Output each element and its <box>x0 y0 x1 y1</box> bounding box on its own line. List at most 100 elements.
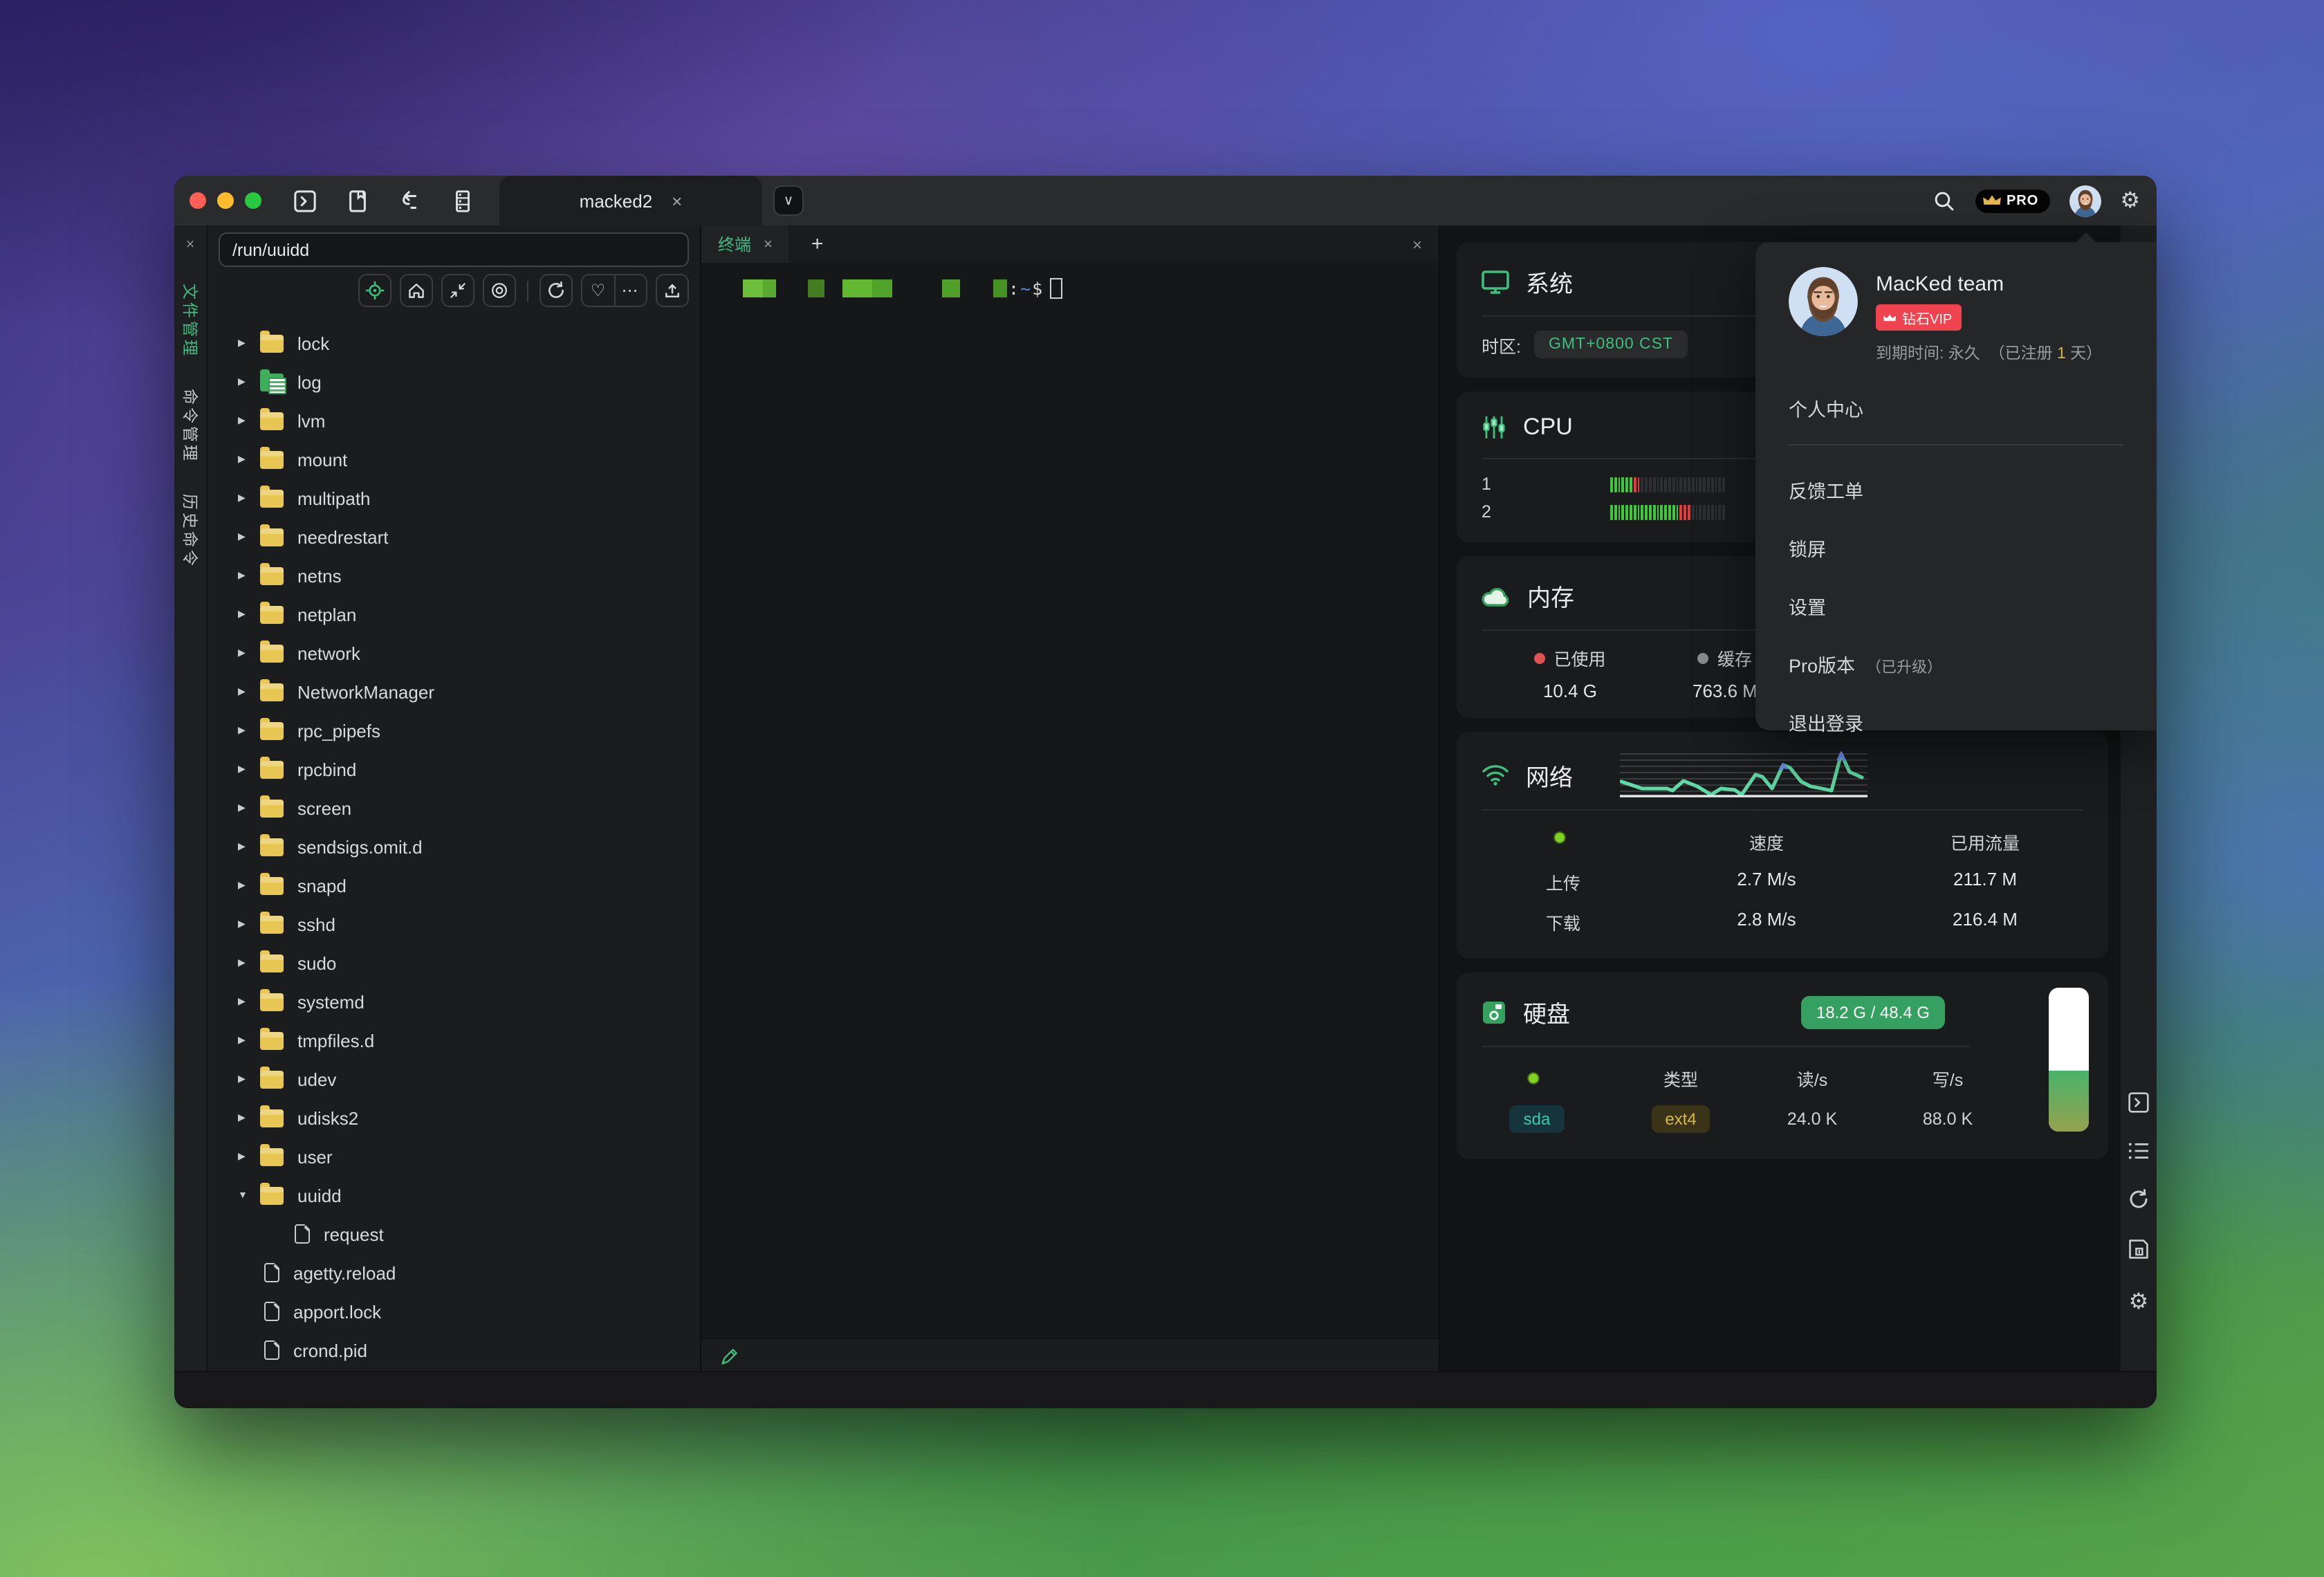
tree-row[interactable]: ▼ uuidd <box>208 1176 700 1215</box>
tree-row[interactable]: crond.pid <box>208 1331 700 1370</box>
cpu-core-meter <box>1610 477 1725 492</box>
tree-row[interactable]: ▶ systemd <box>208 982 700 1021</box>
caret-right-icon[interactable]: ▶ <box>238 804 246 813</box>
caret-right-icon[interactable]: ▶ <box>238 455 246 465</box>
terminal-tab-close-icon[interactable]: × <box>764 236 773 252</box>
caret-right-icon[interactable]: ▶ <box>238 571 246 581</box>
caret-right-icon[interactable]: ▶ <box>238 765 246 775</box>
caret-right-icon[interactable]: ▶ <box>238 726 246 736</box>
sidebar-tab-file-manager[interactable]: 文件管理 <box>181 284 197 358</box>
upload-button[interactable] <box>656 274 689 307</box>
flow-tree-icon[interactable] <box>391 183 427 219</box>
locate-button[interactable] <box>358 274 391 307</box>
caret-right-icon[interactable]: ▶ <box>238 533 246 542</box>
new-terminal-tab-button[interactable]: + <box>811 232 824 256</box>
refresh-button[interactable] <box>540 274 573 307</box>
user-avatar[interactable] <box>2069 185 2101 216</box>
tree-row[interactable]: ▶ NetworkManager <box>208 672 700 711</box>
tree-row[interactable]: ▶ snapd <box>208 866 700 905</box>
caret-right-icon[interactable]: ▶ <box>238 688 246 697</box>
menu-items: 反馈工单 锁屏 设置 <box>1789 476 2157 620</box>
disk-name-pill[interactable]: sda <box>1509 1105 1565 1133</box>
task-list-icon[interactable] <box>2128 1141 2150 1161</box>
caret-right-icon[interactable]: ▶ <box>238 997 246 1007</box>
caret-right-icon[interactable]: ▶ <box>238 610 246 620</box>
download-total-value: 216.4 M <box>1953 909 2018 930</box>
caret-right-icon[interactable]: ▶ <box>238 1152 246 1162</box>
tree-row[interactable]: ▶ log <box>208 362 700 401</box>
settings-gear-icon[interactable]: ⚙ <box>2128 1291 2149 1314</box>
tree-row[interactable]: ▶ netns <box>208 556 700 595</box>
close-window-button[interactable] <box>190 192 206 209</box>
caret-right-icon[interactable]: ▶ <box>238 1036 246 1046</box>
sidebar-tab-command-manager[interactable]: 命令管理 <box>181 389 197 463</box>
session-tab-close-icon[interactable]: × <box>672 190 683 211</box>
menu-item[interactable]: 反馈工单 <box>1789 481 1863 502</box>
tree-row[interactable]: ▶ sudo <box>208 943 700 982</box>
caret-right-icon[interactable]: ▶ <box>238 378 246 387</box>
tree-row[interactable]: ▶ rpc_pipefs <box>208 711 700 750</box>
menu-item[interactable]: 设置 <box>1789 598 1826 618</box>
user-name: MacKed team <box>1876 273 2004 296</box>
search-icon[interactable] <box>1933 189 1957 212</box>
caret-right-icon[interactable]: ▶ <box>238 881 246 891</box>
refresh-monitor-icon[interactable] <box>2128 1188 2150 1210</box>
pro-badge[interactable]: PRO <box>1975 189 2050 212</box>
tree-row[interactable]: ▶ udev <box>208 1060 700 1098</box>
hidden-files-button[interactable] <box>483 274 516 307</box>
server-rack-icon[interactable] <box>444 183 480 219</box>
menu-item-logout[interactable]: 退出登录 <box>1789 714 1863 735</box>
caret-right-icon[interactable]: ▶ <box>238 1114 246 1123</box>
tree-row[interactable]: ▶ sendsigs.omit.d <box>208 827 700 866</box>
tree-row[interactable]: ▶ lock <box>208 324 700 362</box>
tree-row[interactable]: request <box>208 1215 700 1253</box>
caret-right-icon[interactable]: ▶ <box>238 649 246 658</box>
tree-row[interactable]: ▶ lvm <box>208 401 700 440</box>
more-options-icon[interactable]: ⋯ <box>614 275 646 306</box>
tree-row[interactable]: ▶ needrestart <box>208 517 700 556</box>
new-terminal-icon[interactable] <box>286 183 322 219</box>
menu-item[interactable]: 锁屏 <box>1789 540 1826 560</box>
minimize-window-button[interactable] <box>217 192 234 209</box>
settings-gear-icon[interactable]: ⚙ <box>2120 190 2140 213</box>
tree-row[interactable]: ▶ tmpfiles.d <box>208 1021 700 1060</box>
tree-row[interactable]: apport.lock <box>208 1292 700 1331</box>
menu-item-pro[interactable]: Pro版本 （已升级） <box>1789 650 2157 678</box>
collapse-button[interactable] <box>441 274 474 307</box>
panel-close-icon[interactable]: × <box>185 237 195 253</box>
caret-right-icon[interactable]: ▶ <box>238 416 246 426</box>
tree-row[interactable]: ▶ netplan <box>208 595 700 634</box>
tree-row[interactable]: ▶ network <box>208 634 700 672</box>
tree-row[interactable]: ▶ user <box>208 1137 700 1176</box>
home-button[interactable] <box>400 274 433 307</box>
caret-right-icon[interactable]: ▶ <box>238 842 246 852</box>
terminal-screen[interactable]: : ~ $ <box>701 263 1439 1338</box>
tree-row[interactable]: ▶ multipath <box>208 479 700 517</box>
path-input[interactable] <box>219 232 689 267</box>
caret-right-icon[interactable]: ▶ <box>238 339 246 349</box>
session-tab[interactable]: macked2 × <box>499 176 762 225</box>
menu-item-profile[interactable]: 个人中心 <box>1789 400 1863 421</box>
caret-right-icon[interactable]: ▶ <box>238 959 246 968</box>
tree-row[interactable]: ▶ sshd <box>208 905 700 943</box>
tree-row[interactable]: agetty.reload <box>208 1253 700 1292</box>
terminal-panel-close-icon[interactable]: × <box>1412 234 1422 254</box>
tree-row[interactable]: ▶ rpcbind <box>208 750 700 788</box>
caret-right-icon[interactable]: ▶ <box>238 494 246 504</box>
file-toolbar: ♡ ⋯ <box>208 267 700 313</box>
sidebar-tab-history[interactable]: 历史命令 <box>181 494 197 569</box>
tree-row[interactable]: ▶ udisks2 <box>208 1098 700 1137</box>
tree-row[interactable]: ▶ screen <box>208 788 700 827</box>
bookmark-book-icon[interactable] <box>339 183 375 219</box>
tree-row[interactable]: ▶ mount <box>208 440 700 479</box>
pen-marker-icon[interactable] <box>719 1344 741 1366</box>
caret-right-icon[interactable]: ▶ <box>238 920 246 930</box>
save-icon[interactable] <box>2128 1238 2150 1260</box>
terminal-tab[interactable]: 终端 × <box>701 225 789 263</box>
caret-down-icon[interactable]: ▼ <box>238 1190 248 1200</box>
favorite-heart-icon[interactable]: ♡ <box>590 281 606 300</box>
caret-right-icon[interactable]: ▶ <box>238 1075 246 1085</box>
tab-list-dropdown-button[interactable]: ∨ <box>773 185 804 216</box>
terminal-toggle-icon[interactable] <box>2128 1091 2150 1114</box>
maximize-window-button[interactable] <box>245 192 261 209</box>
